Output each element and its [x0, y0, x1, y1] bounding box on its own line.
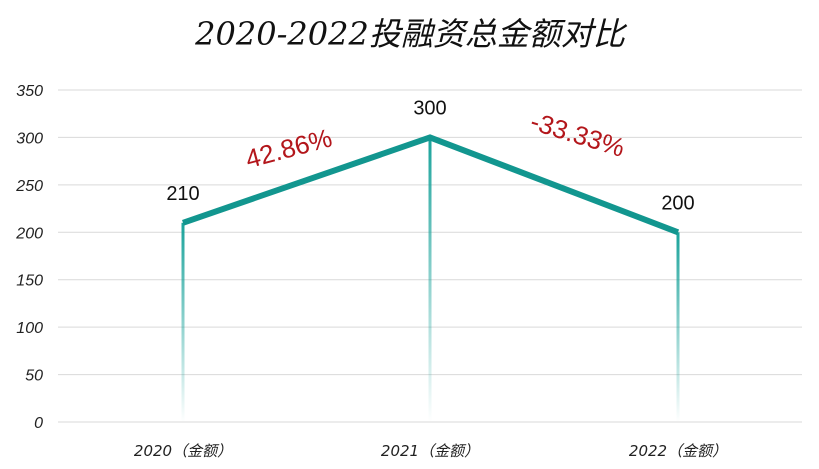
x-tick-label: 2022（金额）: [629, 442, 727, 460]
data-label: 300: [413, 97, 446, 119]
data-label: 210: [166, 183, 199, 205]
y-tick-label: 150: [16, 273, 43, 290]
drop-line: [428, 137, 432, 422]
drop-line: [181, 222, 185, 422]
y-tick-label: 0: [34, 415, 43, 432]
y-tick-label: 100: [16, 320, 43, 337]
change-annotation: 42.86%: [242, 122, 335, 174]
y-axis-ticks: 0 50 100 150 200 250 300 350: [15, 83, 43, 432]
series-line: [182, 134, 680, 236]
chart-title: 2020-2022投融资总金额对比: [194, 15, 628, 53]
data-label: 200: [661, 192, 694, 214]
x-tick-label: 2020（金额）: [134, 442, 232, 460]
x-tick-label: 2021（金额）: [381, 442, 479, 460]
x-axis-ticks: 2020（金额） 2021（金额） 2022（金额）: [134, 442, 727, 460]
y-tick-label: 350: [16, 83, 43, 100]
drop-line: [676, 232, 680, 422]
series-line-path: [182, 134, 680, 236]
y-tick-label: 50: [25, 368, 43, 385]
y-tick-label: 250: [15, 178, 43, 195]
y-tick-label: 300: [16, 130, 43, 147]
change-annotation: -33.33%: [527, 106, 628, 163]
drop-lines: [181, 137, 680, 422]
y-tick-label: 200: [15, 225, 43, 242]
data-labels: 210 300 200: [166, 97, 694, 214]
